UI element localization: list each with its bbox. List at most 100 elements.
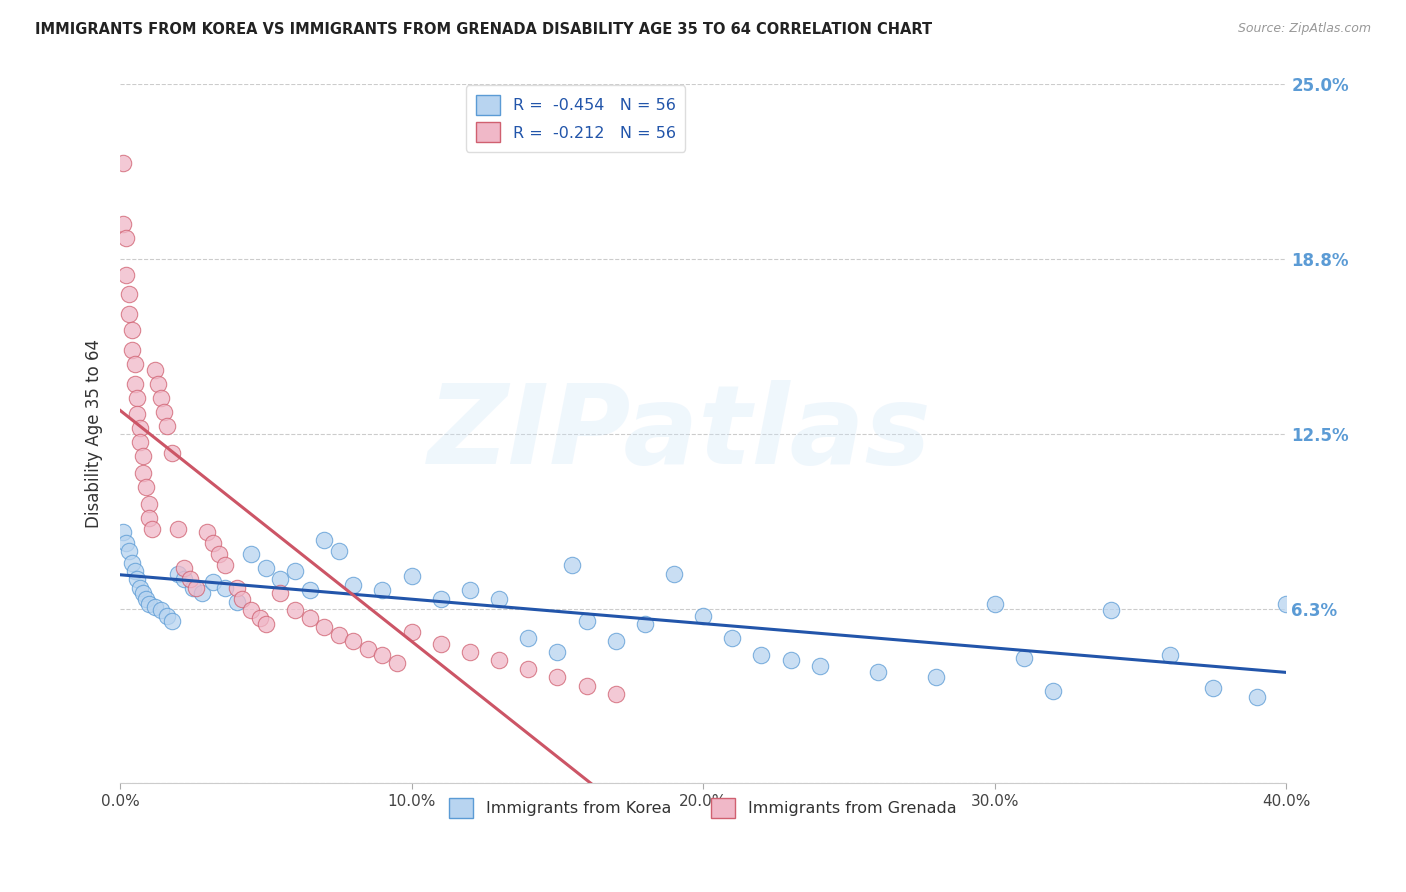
Point: [173, 561, 195, 575]
Point: [162, 446, 184, 460]
Text: Source: ZipAtlas.com: Source: ZipAtlas.com: [1237, 22, 1371, 36]
Point: [225, 581, 247, 595]
Point: [149, 603, 172, 617]
Point: [167, 522, 190, 536]
Point: [124, 564, 146, 578]
Point: [162, 614, 184, 628]
Point: [751, 648, 773, 662]
Point: [458, 645, 481, 659]
Point: [111, 524, 134, 539]
Point: [202, 536, 225, 550]
Point: [401, 625, 423, 640]
Point: [605, 687, 627, 701]
Point: [1246, 690, 1268, 704]
Point: [141, 522, 163, 536]
Point: [143, 362, 166, 376]
Point: [129, 421, 152, 435]
Point: [328, 544, 350, 558]
Point: [114, 536, 136, 550]
Point: [575, 614, 598, 628]
Point: [342, 578, 364, 592]
Point: [135, 591, 157, 606]
Point: [605, 633, 627, 648]
Point: [121, 323, 143, 337]
Point: [240, 547, 263, 561]
Point: [692, 608, 714, 623]
Point: [179, 572, 201, 586]
Point: [132, 466, 155, 480]
Point: [127, 408, 149, 422]
Legend: Immigrants from Korea, Immigrants from Grenada: Immigrants from Korea, Immigrants from G…: [443, 792, 963, 824]
Point: [1159, 648, 1181, 662]
Point: [269, 586, 291, 600]
Point: [208, 547, 231, 561]
Point: [517, 662, 540, 676]
Point: [254, 617, 277, 632]
Point: [135, 480, 157, 494]
Text: ZIPatlas: ZIPatlas: [427, 380, 932, 487]
Point: [1042, 684, 1064, 698]
Point: [114, 268, 136, 282]
Point: [127, 572, 149, 586]
Point: [214, 581, 236, 595]
Point: [156, 418, 179, 433]
Point: [190, 586, 212, 600]
Point: [284, 603, 307, 617]
Point: [371, 648, 394, 662]
Point: [118, 307, 141, 321]
Point: [868, 665, 890, 679]
Point: [298, 611, 321, 625]
Point: [181, 581, 204, 595]
Point: [357, 642, 380, 657]
Point: [546, 670, 568, 684]
Point: [121, 556, 143, 570]
Point: [129, 581, 152, 595]
Point: [114, 231, 136, 245]
Point: [167, 566, 190, 581]
Point: [138, 598, 160, 612]
Point: [488, 653, 510, 667]
Point: [118, 544, 141, 558]
Point: [458, 583, 481, 598]
Y-axis label: Disability Age 35 to 64: Disability Age 35 to 64: [86, 340, 103, 528]
Text: IMMIGRANTS FROM KOREA VS IMMIGRANTS FROM GRENADA DISABILITY AGE 35 TO 64 CORRELA: IMMIGRANTS FROM KOREA VS IMMIGRANTS FROM…: [35, 22, 932, 37]
Point: [149, 391, 172, 405]
Point: [808, 659, 831, 673]
Point: [312, 620, 335, 634]
Point: [173, 572, 195, 586]
Point: [127, 391, 149, 405]
Point: [401, 569, 423, 583]
Point: [231, 591, 253, 606]
Point: [249, 611, 271, 625]
Point: [517, 631, 540, 645]
Point: [385, 656, 408, 670]
Point: [132, 586, 155, 600]
Point: [779, 653, 801, 667]
Point: [124, 376, 146, 391]
Point: [328, 628, 350, 642]
Point: [1012, 650, 1035, 665]
Point: [429, 637, 451, 651]
Point: [240, 603, 263, 617]
Point: [143, 600, 166, 615]
Point: [721, 631, 744, 645]
Point: [146, 376, 169, 391]
Point: [298, 583, 321, 598]
Point: [662, 566, 685, 581]
Point: [121, 343, 143, 357]
Point: [1202, 681, 1225, 696]
Point: [111, 217, 134, 231]
Point: [138, 510, 160, 524]
Point: [197, 524, 219, 539]
Point: [925, 670, 948, 684]
Point: [184, 581, 207, 595]
Point: [371, 583, 394, 598]
Point: [132, 450, 155, 464]
Point: [1275, 598, 1298, 612]
Point: [429, 591, 451, 606]
Point: [1099, 603, 1122, 617]
Point: [214, 558, 236, 573]
Point: [129, 435, 152, 450]
Point: [124, 357, 146, 371]
Point: [546, 645, 568, 659]
